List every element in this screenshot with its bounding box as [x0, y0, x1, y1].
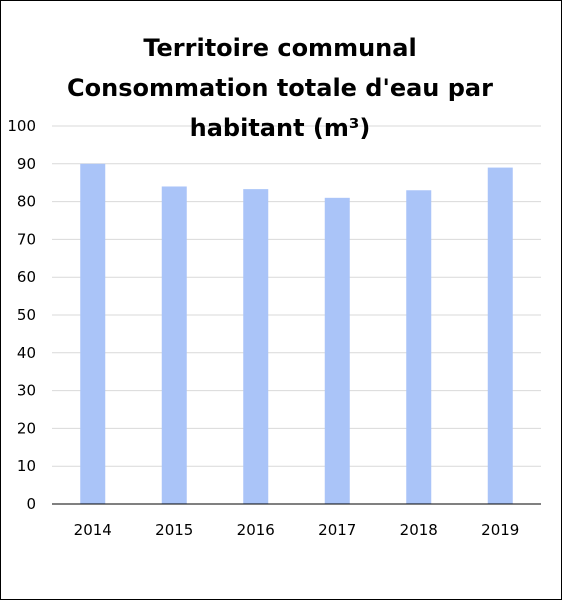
gridlines [52, 125, 541, 467]
y-tick-label: 30 [17, 382, 36, 400]
x-tick-label: 2017 [318, 521, 356, 539]
y-tick-label: 20 [17, 419, 36, 437]
y-tick-label: 40 [17, 344, 36, 362]
bar-2015 [161, 186, 187, 505]
chart-title-line-2: Consommation totale d'eau par [67, 74, 493, 102]
x-tick-label: 2018 [400, 521, 438, 539]
x-tick-label: 2015 [155, 521, 193, 539]
y-tick-label: 80 [17, 193, 36, 211]
bar-2016 [243, 189, 269, 504]
bar-2018 [406, 190, 432, 504]
bar-2017 [324, 197, 350, 504]
bars [80, 163, 513, 505]
y-tick-label: 100 [7, 117, 36, 135]
y-axis-ticks: 0 10 20 30 40 50 60 70 80 90 100 [7, 117, 36, 513]
x-axis-ticks: 2014 2015 2016 2017 2018 2019 [74, 521, 520, 539]
y-tick-label: 0 [26, 495, 36, 513]
chart-title-line-1: Territoire communal [143, 34, 417, 62]
chart-title: Territoire communal Consommation totale … [30, 28, 530, 148]
chart-title-line-3: habitant (m³) [189, 114, 371, 142]
x-tick-label: 2019 [481, 521, 519, 539]
y-tick-label: 90 [17, 155, 36, 173]
x-tick-label: 2014 [74, 521, 112, 539]
y-tick-label: 70 [17, 230, 36, 248]
bar-2019 [487, 167, 513, 504]
y-tick-label: 60 [17, 268, 36, 286]
bar-2014 [80, 163, 106, 505]
y-tick-label: 10 [17, 457, 36, 475]
y-tick-label: 50 [17, 306, 36, 324]
x-tick-label: 2016 [237, 521, 275, 539]
